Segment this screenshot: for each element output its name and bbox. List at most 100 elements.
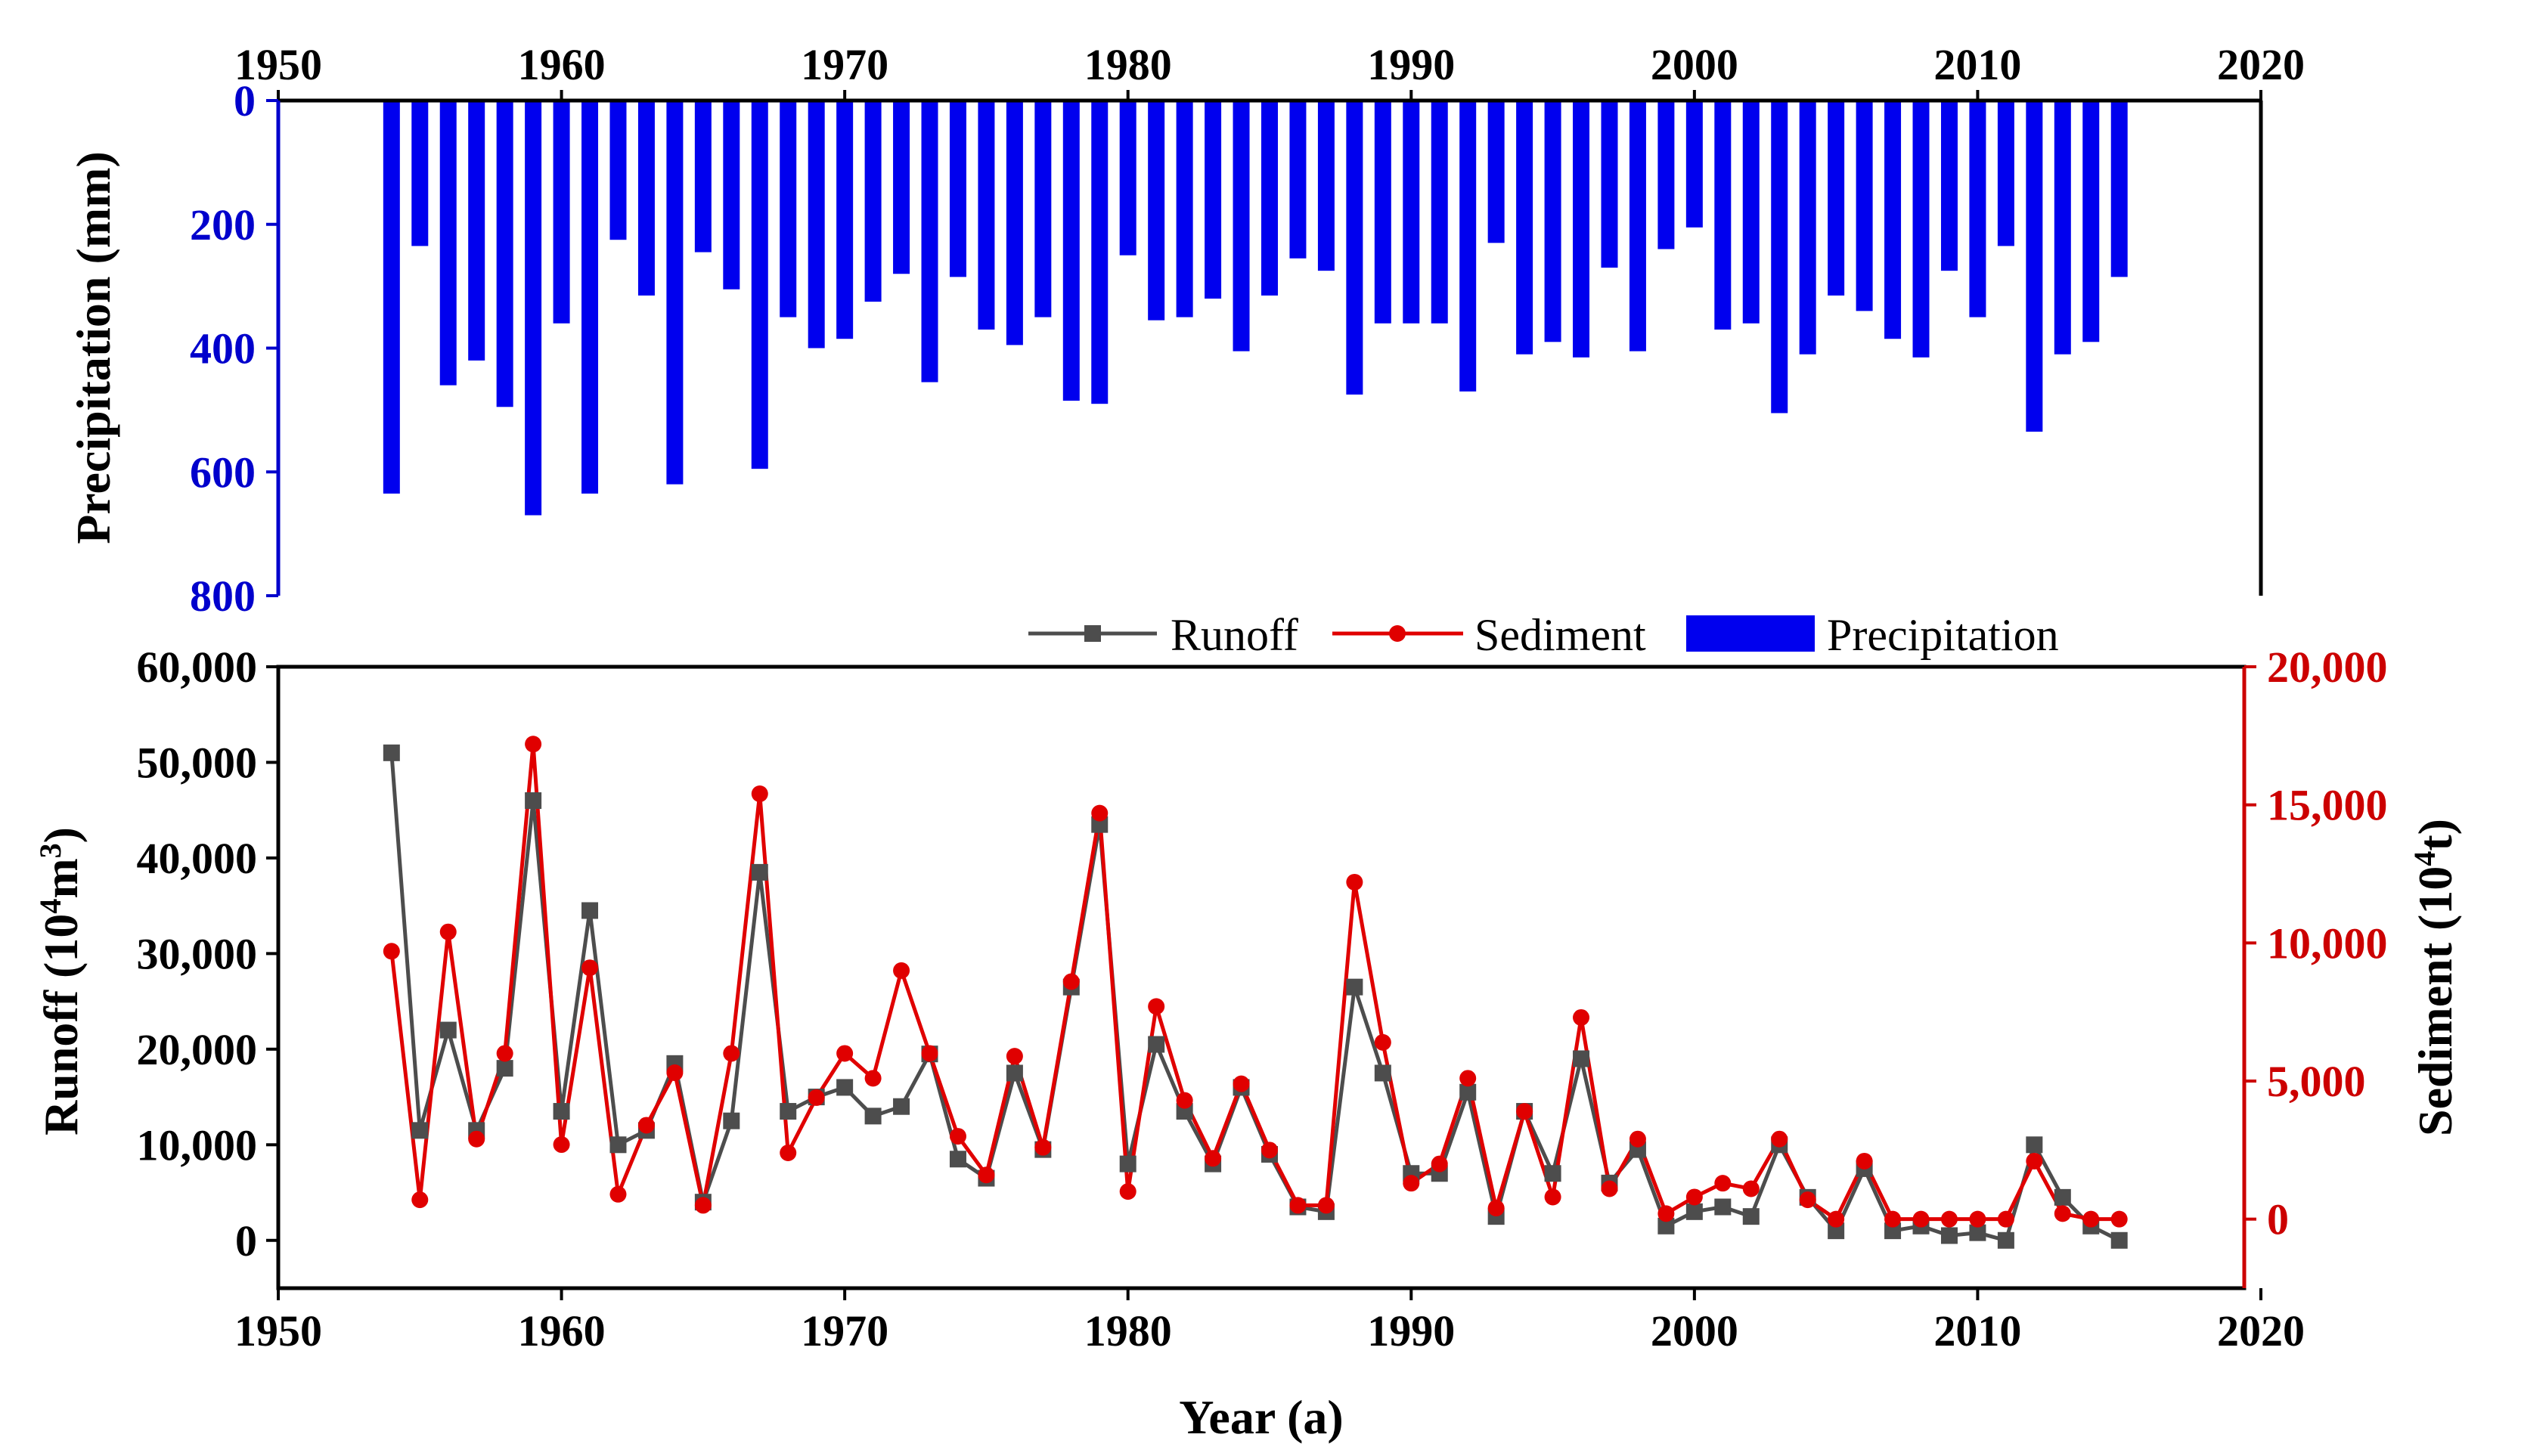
sediment-point [1374,1033,1391,1051]
precipitation-panel: 1950 1960 1970 1980 1990 2000 2010 2020 0 200 400… [67,40,2305,621]
precipitation-bar [1657,101,1675,249]
legend-precipitation-swatch [1686,615,1815,652]
top-x-tick-label: 2010 [1933,40,2021,89]
precipitation-bar [1828,101,1845,296]
precipitation-bar [694,101,712,252]
precipitation-bar [581,101,599,494]
precipitation-axis-title: Precipitation (mm) [67,151,120,544]
sediment-point [1714,1175,1732,1192]
precipitation-bar [723,101,740,290]
runoff-tick-label: 30,000 [137,929,258,978]
runoff-tick-label: 60,000 [137,643,258,692]
runoff-points [383,744,2128,1249]
sediment-point [2026,1152,2043,1169]
sediment-point [439,923,457,940]
sediment-point [1573,1008,1590,1026]
runoff-point [723,1112,740,1129]
sediment-point [1317,1197,1335,1214]
sediment-point [637,1117,655,1134]
sediment-point [525,736,542,753]
precipitation-bar [1629,101,1646,352]
precipitation-bar [1884,101,1902,339]
precipitation-bar [836,101,854,339]
precipitation-bar [1685,101,1703,228]
sediment-point [553,1136,570,1154]
runoff-point [1940,1227,1958,1244]
precipitation-bar [1062,101,1080,401]
bottom-plot-frame [276,664,2247,1290]
precipitation-bar [1771,101,1788,414]
runoff-point [1685,1203,1703,1220]
precipitation-bar [439,101,457,386]
runoff-point [411,1122,429,1139]
precipitation-bar [1119,101,1136,256]
runoff-axis-ticks: 0 10,000 20,000 30,000 40,000 50,000 60,000 [137,643,278,1265]
precipitation-tick-label: 600 [190,448,256,497]
precipitation-bar [1261,101,1278,296]
sediment-point [468,1130,485,1148]
legend-sediment-label: Sediment [1474,610,1646,660]
sediment-point [1601,1180,1618,1197]
precipitation-bar [1431,101,1448,324]
precipitation-bar [2082,101,2100,342]
precipitation-bar [2110,101,2128,277]
sediment-point [609,1185,627,1203]
precipitation-bar [383,101,400,494]
top-x-tick-label: 2000 [1651,40,1738,89]
precipitation-bar [751,101,768,469]
sediment-point [1657,1205,1675,1222]
bottom-x-tick-label: 1970 [801,1306,888,1355]
precipitation-bar [1317,101,1335,271]
precipitation-bar [808,101,825,349]
sediment-point [496,1045,513,1062]
sediment-point [1233,1075,1250,1092]
precipitation-bar [1176,101,1193,318]
sediment-point [1261,1142,1278,1159]
precipitation-bar [1006,101,1023,345]
precipitation-bar [1459,101,1477,392]
top-x-tick-label: 1980 [1084,40,1172,89]
sediment-point [1459,1070,1477,1087]
bottom-x-tick-label: 2000 [1651,1306,1738,1355]
top-x-tick-label: 2020 [2217,40,2305,89]
bottom-x-tick-label: 1990 [1367,1306,1455,1355]
precipitation-bar [978,101,995,330]
runoff-tick-label: 40,000 [137,834,258,883]
sediment-point [1771,1130,1788,1148]
precipitation-bar [893,101,910,274]
sediment-point [1346,873,1363,891]
precipitation-bar [780,101,797,318]
runoff-tick-label: 10,000 [137,1120,258,1169]
sediment-point [1487,1200,1505,1217]
sediment-point [694,1197,712,1214]
precipitation-bar [1969,101,1986,318]
sediment-point [1940,1210,1958,1228]
precipitation-bar [1544,101,1561,342]
sediment-point [1742,1180,1760,1197]
sediment-point [1629,1130,1646,1148]
sediment-point [949,1128,966,1145]
precipitation-bar [1516,101,1533,355]
runoff-point [1374,1064,1391,1082]
runoff-point [1119,1155,1136,1173]
legend-precipitation-label: Precipitation [1827,610,2059,660]
precipitation-bar [1940,101,1958,271]
runoff-point [1006,1064,1023,1082]
sediment-tick-label: 0 [2267,1195,2289,1244]
precipitation-tick-label: 0 [234,76,256,125]
sediment-point [1034,1138,1052,1156]
runoff-point [1657,1217,1675,1235]
runoff-point [496,1060,513,1077]
sediment-point [1685,1188,1703,1206]
sediment-point [836,1045,854,1062]
sediment-point [383,943,400,960]
sediment-point [1884,1210,1902,1228]
precipitation-bar [1374,101,1391,324]
runoff-point [836,1079,854,1096]
sediment-point [780,1144,797,1161]
runoff-point [1884,1222,1902,1240]
sediment-point [921,1045,938,1062]
sediment-tick-label: 15,000 [2267,781,2388,830]
sediment-point [978,1166,995,1184]
runoff-point [553,1103,570,1120]
